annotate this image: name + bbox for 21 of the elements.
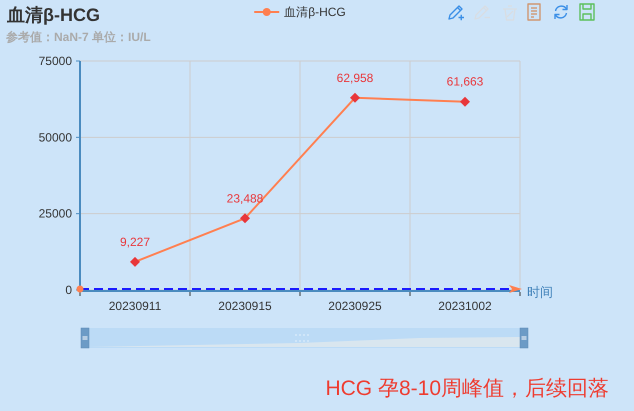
y-tick-label: 0 xyxy=(65,283,72,297)
point xyxy=(240,213,250,224)
data-label: 9,227 xyxy=(120,234,150,249)
x-axis-title: 时间 xyxy=(527,284,553,300)
y-tick-label: 25000 xyxy=(38,206,72,221)
text: HCG 孕8-10周峰值，后续回落 xyxy=(325,377,609,400)
x-tick-label: 20230911 xyxy=(108,299,162,313)
point xyxy=(460,96,470,107)
legend-label: 血清β-HCG xyxy=(284,5,346,19)
chart-subtitle: 参考值：NaN-7 单位：IU/L xyxy=(5,30,151,44)
x-tick-label: 20230925 xyxy=(328,299,382,313)
y-tick-label: 50000 xyxy=(38,130,72,144)
data-label: 62,958 xyxy=(336,70,374,85)
data-label: 23,488 xyxy=(226,191,264,206)
x-tick-label: 20231002 xyxy=(438,299,492,313)
point xyxy=(350,92,360,103)
chart-title: 血清β-HCG xyxy=(6,5,100,25)
point xyxy=(130,256,140,267)
y-tick-label: 75000 xyxy=(38,54,72,68)
data-label: 61,663 xyxy=(446,74,484,89)
x-tick-label: 20230915 xyxy=(218,299,272,313)
